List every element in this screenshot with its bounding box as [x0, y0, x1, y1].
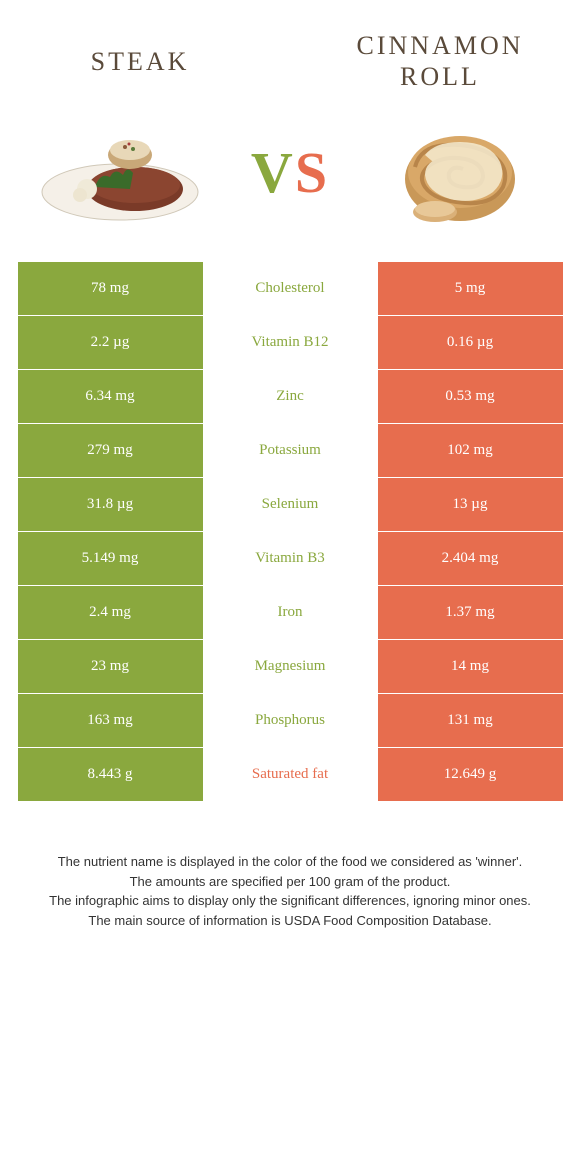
- table-row: 163 mg Phosphorus 131 mg: [18, 694, 563, 748]
- value-b: 1.37 mg: [378, 586, 563, 639]
- value-b: 2.404 mg: [378, 532, 563, 585]
- value-a: 163 mg: [18, 694, 203, 747]
- cinnamon-roll-icon: [375, 117, 545, 227]
- value-a: 78 mg: [18, 262, 203, 315]
- table-row: 8.443 g Saturated fat 12.649 g: [18, 748, 563, 802]
- value-b: 0.53 mg: [378, 370, 563, 423]
- food-a-title: STEAK: [40, 46, 240, 77]
- table-row: 2.4 mg Iron 1.37 mg: [18, 586, 563, 640]
- steak-icon: [35, 117, 205, 227]
- nutrient-name: Zinc: [203, 370, 378, 423]
- value-b: 13 µg: [378, 478, 563, 531]
- value-b: 5 mg: [378, 262, 563, 315]
- value-b: 12.649 g: [378, 748, 563, 801]
- nutrient-name: Vitamin B3: [203, 532, 378, 585]
- images-row: VS: [0, 102, 580, 262]
- value-b: 131 mg: [378, 694, 563, 747]
- value-a: 23 mg: [18, 640, 203, 693]
- value-a: 31.8 µg: [18, 478, 203, 531]
- vs-s: S: [295, 140, 329, 205]
- nutrient-name: Cholesterol: [203, 262, 378, 315]
- footer-line: The amounts are specified per 100 gram o…: [40, 872, 540, 892]
- food-b-title: CINNAMON ROLL: [340, 30, 540, 92]
- value-b: 0.16 µg: [378, 316, 563, 369]
- value-a: 5.149 mg: [18, 532, 203, 585]
- nutrient-name: Iron: [203, 586, 378, 639]
- value-a: 8.443 g: [18, 748, 203, 801]
- nutrient-name: Magnesium: [203, 640, 378, 693]
- value-a: 6.34 mg: [18, 370, 203, 423]
- vs-v: V: [251, 140, 295, 205]
- value-a: 279 mg: [18, 424, 203, 477]
- header: STEAK CINNAMON ROLL: [0, 0, 580, 102]
- footer-notes: The nutrient name is displayed in the co…: [0, 802, 580, 950]
- table-row: 5.149 mg Vitamin B3 2.404 mg: [18, 532, 563, 586]
- footer-line: The nutrient name is displayed in the co…: [40, 852, 540, 872]
- nutrient-name: Phosphorus: [203, 694, 378, 747]
- value-a: 2.4 mg: [18, 586, 203, 639]
- table-row: 2.2 µg Vitamin B12 0.16 µg: [18, 316, 563, 370]
- table-row: 23 mg Magnesium 14 mg: [18, 640, 563, 694]
- vs-label: VS: [251, 139, 329, 206]
- cinnamon-roll-image: [370, 112, 550, 232]
- table-row: 6.34 mg Zinc 0.53 mg: [18, 370, 563, 424]
- value-b: 102 mg: [378, 424, 563, 477]
- nutrient-name: Potassium: [203, 424, 378, 477]
- table-row: 31.8 µg Selenium 13 µg: [18, 478, 563, 532]
- value-a: 2.2 µg: [18, 316, 203, 369]
- nutrient-name: Saturated fat: [203, 748, 378, 801]
- table-row: 78 mg Cholesterol 5 mg: [18, 262, 563, 316]
- footer-line: The main source of information is USDA F…: [40, 911, 540, 931]
- value-b: 14 mg: [378, 640, 563, 693]
- footer-line: The infographic aims to display only the…: [40, 891, 540, 911]
- nutrient-table: 78 mg Cholesterol 5 mg 2.2 µg Vitamin B1…: [18, 262, 563, 802]
- nutrient-name: Selenium: [203, 478, 378, 531]
- steak-image: [30, 112, 210, 232]
- table-row: 279 mg Potassium 102 mg: [18, 424, 563, 478]
- nutrient-name: Vitamin B12: [203, 316, 378, 369]
